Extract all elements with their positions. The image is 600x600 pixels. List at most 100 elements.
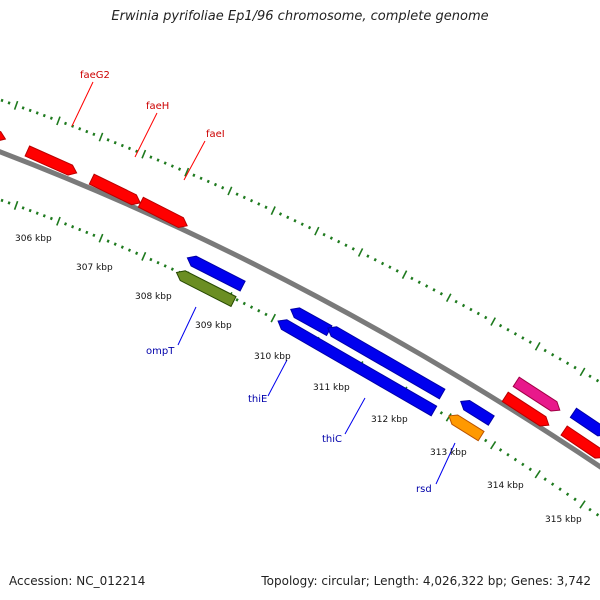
ruler-dot: [49, 116, 53, 120]
ruler-dot: [534, 470, 541, 479]
gene-arrow-rsd-blue: [460, 399, 495, 426]
reverse-strand-genes: [175, 255, 495, 442]
ruler-dot: [573, 497, 577, 502]
ruler-dot: [141, 251, 147, 261]
faeH-leader-line: [134, 112, 158, 158]
gene-arrow-faeG2: [24, 145, 78, 176]
ruler-dot: [528, 467, 532, 472]
ruler-dot: [506, 452, 510, 457]
ruler-dot: [49, 216, 53, 221]
thiC-leader-line: [344, 397, 366, 435]
gene-arrow-faeH: [88, 173, 141, 206]
ruler-dot: [149, 257, 153, 262]
ruler-dot: [322, 232, 326, 237]
tick-label-315: 315 kbp: [545, 515, 582, 525]
gene-arrow-thiE-a: [290, 307, 333, 337]
gene-label-thiC: thiC: [322, 434, 342, 445]
gene-arrow-thiC-main: [327, 326, 446, 400]
ruler-dot: [249, 198, 254, 203]
ruler-dot: [588, 507, 592, 512]
ruler-dot: [595, 513, 600, 517]
ruler-dot: [156, 260, 160, 265]
ruler-dot: [579, 500, 586, 509]
ruler-dot: [35, 111, 39, 115]
ruler-dot: [78, 127, 82, 131]
ruler-dot: [314, 226, 320, 236]
gene-label-faeI: faeI: [206, 129, 225, 140]
ruler-dot: [264, 312, 268, 317]
ruler-dot: [513, 332, 518, 336]
gene-arrow-blue-edge: [569, 407, 600, 437]
accession-text: Accession: NC_012214: [9, 574, 146, 588]
topology-text: Topology: circular; Length: 4,026,322 bp…: [261, 574, 591, 588]
ruler-dot: [534, 341, 541, 351]
ruler-dot: [235, 298, 239, 302]
tick-label-312: 312 kbp: [371, 415, 408, 425]
ruler-dot: [170, 267, 174, 271]
ruler-dot: [98, 233, 104, 243]
gene-arrow-blue-1: [186, 255, 246, 292]
ruler-dot: [35, 211, 39, 215]
ruler-dot: [373, 258, 377, 262]
gene-label-faeG2: faeG2: [80, 70, 110, 81]
gene-arrow-faeI: [137, 196, 188, 229]
tick-label-311: 311 kbp: [313, 383, 350, 393]
ruler-dot: [410, 276, 414, 281]
ruler-dot: [366, 254, 370, 258]
ruler-dot: [242, 301, 246, 306]
ruler-dot: [85, 129, 89, 134]
gene-arrow-magenta: [512, 376, 561, 412]
ruler-dot: [13, 200, 19, 210]
ruler-dot: [192, 173, 196, 177]
ruler-dot: [293, 219, 297, 223]
gene-label-faeH: faeH: [146, 101, 169, 112]
ruler-dot: [221, 186, 225, 190]
ruler-dot: [521, 336, 525, 340]
ruler-dot: [120, 143, 124, 148]
ruler-dot: [550, 352, 555, 357]
ruler-dot: [469, 307, 473, 312]
gene-label-rsd: rsd: [416, 484, 432, 495]
ruler-dot: [242, 195, 246, 200]
ruler-dot: [7, 201, 11, 205]
ruler-dot: [13, 100, 19, 110]
ruler-dot: [286, 215, 290, 220]
ruler-dot: [106, 239, 110, 243]
tick-label-313: 313 kbp: [430, 448, 467, 458]
chromosome-backbone: [0, 149, 600, 470]
ruler-dot: [177, 167, 182, 171]
gene-arrow-ompT: [175, 270, 237, 308]
ruler-dot: [71, 225, 75, 229]
gene-arrow-rsd: [448, 414, 485, 442]
ruler-dot: [307, 225, 312, 230]
ruler-dot: [588, 374, 592, 379]
ruler-dot: [28, 208, 32, 213]
ruler-dot: [344, 243, 348, 247]
ruler-dot: [249, 305, 254, 309]
ruler-dot: [558, 487, 562, 491]
ruler-dot: [71, 124, 75, 128]
ruler-dot: [498, 323, 503, 328]
ruler-dot: [565, 492, 570, 497]
ruler-dot: [98, 132, 104, 142]
tick-label-314: 314 kbp: [487, 481, 524, 491]
ruler-dot: [113, 242, 117, 246]
ruler-dot: [337, 239, 341, 244]
rsd-leader-line: [435, 442, 456, 485]
ruler-dot: [199, 176, 203, 181]
ruler-dot: [92, 233, 96, 237]
ruler-dot: [213, 182, 218, 187]
ruler-dot: [127, 146, 132, 151]
ruler-dot: [401, 270, 408, 280]
ruler-dot: [135, 149, 139, 153]
ruler-dot: [388, 265, 392, 269]
ruler-dot: [565, 361, 570, 366]
ruler-dot: [163, 161, 167, 165]
ruler-dot: [521, 462, 525, 467]
ruler-dot: [21, 106, 25, 110]
ruler-dot: [135, 251, 139, 255]
ruler-dot: [78, 227, 82, 232]
ruler-dot: [7, 101, 11, 105]
ruler-dot: [257, 309, 261, 313]
